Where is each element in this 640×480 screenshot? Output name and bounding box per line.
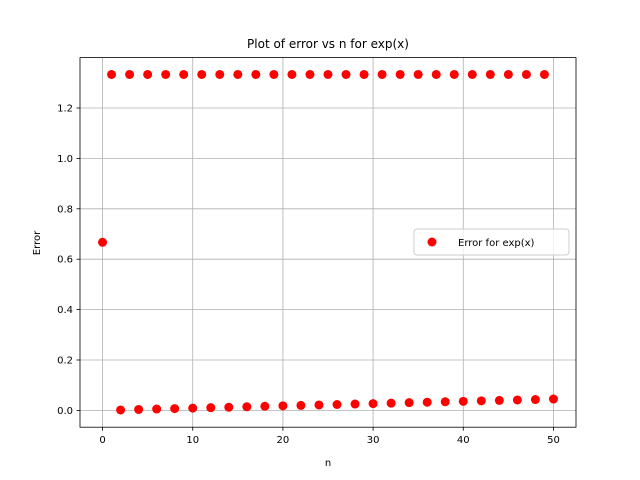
grid-lines (80, 57, 576, 428)
data-point (395, 69, 405, 79)
data-point (449, 69, 459, 79)
data-point (224, 402, 234, 412)
x-tick-label: 50 (547, 435, 560, 446)
data-point (422, 397, 432, 407)
data-point (359, 69, 369, 79)
data-point (440, 397, 450, 407)
data-point (107, 69, 117, 79)
data-point (476, 396, 486, 406)
data-point (143, 69, 153, 79)
y-tick-label: 0.0 (57, 406, 73, 417)
y-tick-label: 0.6 (57, 255, 73, 266)
data-point (521, 69, 531, 79)
legend: Error for exp(x) (413, 228, 570, 256)
data-point (179, 69, 189, 79)
data-point (404, 398, 414, 408)
data-point (341, 69, 351, 79)
data-point (386, 398, 396, 408)
data-point (485, 69, 495, 79)
x-tick-label: 40 (457, 435, 470, 446)
data-point (215, 69, 225, 79)
y-tick-label: 0.8 (57, 204, 73, 215)
data-point (467, 69, 477, 79)
y-tick-label: 1.2 (57, 103, 73, 114)
x-axis-label: n (325, 458, 331, 469)
data-point (305, 69, 315, 79)
data-point (278, 401, 288, 411)
y-tick-label: 0.4 (57, 305, 73, 316)
chart-title: Plot of error vs n for exp(x) (247, 37, 409, 51)
data-point (161, 69, 171, 79)
data-point (494, 395, 504, 405)
data-point (512, 395, 522, 405)
x-tick-label: 10 (186, 435, 199, 446)
data-point (125, 69, 135, 79)
data-point (413, 69, 423, 79)
data-point (503, 69, 513, 79)
data-point (530, 395, 540, 405)
y-tick-label: 0.2 (57, 355, 73, 366)
data-point (116, 405, 126, 415)
legend-marker (427, 237, 437, 247)
x-tick-label: 30 (367, 435, 380, 446)
data-point (350, 399, 360, 409)
x-tick-label: 0 (99, 435, 105, 446)
data-point (458, 396, 468, 406)
data-point (296, 400, 306, 410)
data-point (188, 403, 198, 413)
legend-label: Error for exp(x) (458, 238, 535, 249)
y-axis-label: Error (32, 230, 43, 255)
data-point (260, 401, 270, 411)
data-point (206, 403, 216, 413)
data-point (233, 69, 243, 79)
data-point (242, 402, 252, 412)
data-point (323, 69, 333, 79)
data-point (197, 69, 207, 79)
x-tick-label: 20 (277, 435, 290, 446)
data-point (539, 69, 549, 79)
data-point (314, 400, 324, 410)
axis-ticks: 0 10 20 30 40 50 0.0 0.2 0.4 0.6 0.8 1.0 1.2 (57, 103, 560, 446)
data-point (152, 404, 162, 414)
plot-frame (79, 57, 577, 428)
data-point (269, 69, 279, 79)
data-point (368, 399, 378, 409)
data-point (377, 69, 387, 79)
data-point (332, 399, 342, 409)
data-point (134, 404, 144, 414)
y-tick-label: 1.0 (57, 154, 73, 165)
data-point (548, 394, 558, 404)
data-point (287, 69, 297, 79)
legend-box (413, 228, 570, 256)
data-point (431, 69, 441, 79)
data-point (251, 69, 261, 79)
data-point (98, 237, 108, 247)
data-points (98, 69, 558, 415)
data-point (170, 404, 180, 414)
